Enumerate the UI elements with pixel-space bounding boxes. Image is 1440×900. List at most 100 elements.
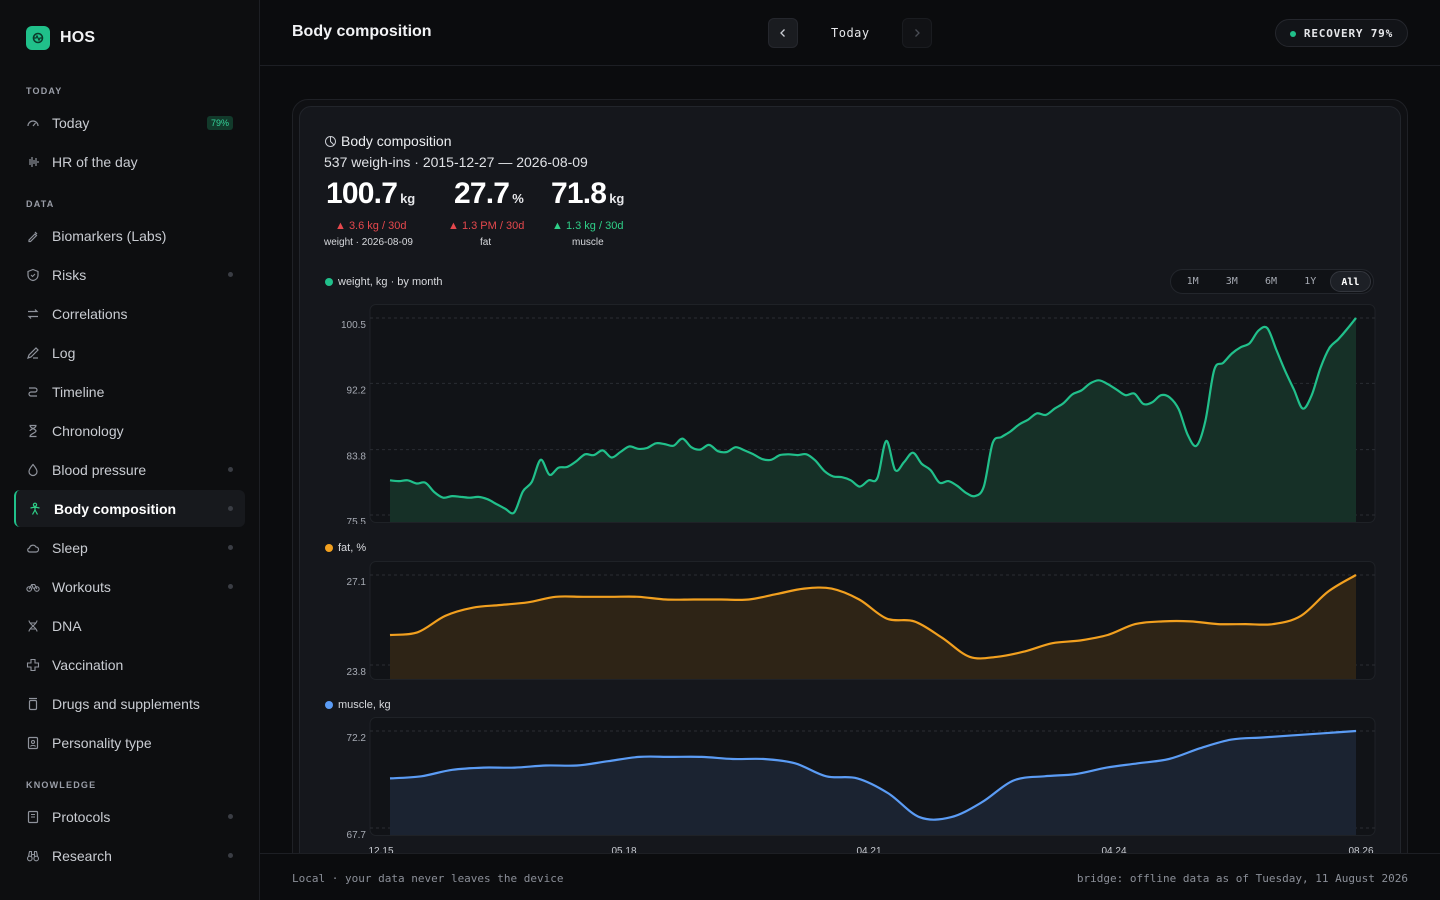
sidebar-item-label: Drugs and supplements	[52, 695, 200, 712]
range-option-1y[interactable]: 1Y	[1304, 276, 1317, 287]
sidebar-item-biomarkers-labs[interactable]: Biomarkers (Labs)	[14, 217, 245, 254]
muscle-series-area	[390, 731, 1356, 835]
sidebar-item-vaccination[interactable]: Vaccination	[14, 646, 245, 683]
sidebar-item-drugs-and-supplements[interactable]: Drugs and supplements	[14, 685, 245, 722]
stat-caption: muscle	[572, 237, 604, 248]
stat-delta: ▲ 3.6 kg / 30d	[335, 220, 407, 232]
prev-day-button[interactable]	[768, 18, 798, 48]
muscle-series-line	[389, 729, 1357, 821]
range-option-3m[interactable]: 3M	[1225, 276, 1238, 287]
range-option-6m[interactable]: 6M	[1264, 276, 1278, 287]
brand[interactable]: HOS	[26, 26, 95, 50]
sidebar-item-sleep[interactable]: Sleep	[14, 529, 245, 566]
x-tick-label: 12.15	[368, 846, 393, 857]
stat-caption: weight · 2026-08-09	[324, 237, 413, 248]
muscle-legend-label: muscle, kg	[338, 699, 391, 711]
status-dot-icon	[228, 467, 233, 472]
recovery-badge[interactable]: RECOVERY 79%	[1274, 19, 1408, 47]
book-icon	[26, 810, 40, 824]
person-icon	[28, 502, 42, 516]
x-tick-label: 08.26	[1348, 846, 1373, 857]
stat-value: 71.8	[551, 177, 607, 210]
range-option-1m[interactable]: 1M	[1186, 276, 1199, 287]
fat-legend-label: fat, %	[338, 542, 367, 554]
x-tick-label: 04.24	[1101, 846, 1126, 857]
sidebar-item-correlations[interactable]: Correlations	[14, 295, 245, 332]
stat-weight: 100.7 kg ▲ 3.6 kg / 30d weight · 2026-08-09	[324, 177, 415, 248]
sidebar-item-personality-type[interactable]: Personality type	[14, 724, 245, 761]
route-icon	[26, 385, 40, 399]
legend-dot-fat	[325, 544, 333, 552]
sidebar-item-label: Risks	[52, 266, 87, 283]
sidebar-item-label: Correlations	[52, 305, 128, 322]
y-tick-label: 100.5	[341, 320, 366, 331]
weight-legend: weight, kg · by month	[325, 276, 443, 288]
fat-legend: fat, %	[325, 542, 366, 554]
shield-icon	[26, 268, 40, 282]
next-day-button[interactable]	[902, 18, 932, 48]
sidebar-item-label: Timeline	[52, 383, 105, 400]
sidebar-item-label: Sleep	[52, 539, 88, 556]
app-name: HOS	[60, 29, 96, 46]
top-bar: Body composition Today RECOVERY 79%	[260, 0, 1440, 66]
y-tick-label: 67.7	[347, 830, 367, 841]
card-subtitle: 537 weigh-ins · 2015-12-27 — 2026-08-09	[324, 154, 588, 170]
sidebar-item-blood-pressure[interactable]: Blood pressure	[14, 451, 245, 488]
x-tick-label: 05.18	[611, 846, 636, 857]
waveform-icon	[26, 155, 40, 169]
sidebar-item-hr-of-the-day[interactable]: HR of the day	[14, 143, 245, 180]
fat-chart: 27.1 23.8	[347, 561, 1376, 680]
range-option-all[interactable]: All	[1329, 271, 1372, 292]
cross-icon	[26, 658, 40, 672]
sidebar-item-label: Protocols	[52, 808, 111, 825]
chevron-right-icon	[915, 29, 920, 37]
id-badge-icon	[26, 736, 40, 750]
x-tick-label: 04.21	[856, 846, 881, 857]
weight-series-area	[390, 318, 1356, 522]
sidebar-item-label: Chronology	[52, 422, 124, 439]
footer-privacy-note: Local · your data never leaves the devic…	[292, 872, 564, 885]
y-tick-label: 75.5	[347, 517, 367, 524]
sidebar-item-dna[interactable]: DNA	[14, 607, 245, 644]
legend-dot-weight	[325, 278, 333, 286]
status-dot-icon	[228, 545, 233, 550]
pie-chart-icon	[325, 135, 336, 147]
fat-series-area	[390, 575, 1356, 679]
arrows-swap-icon	[26, 307, 40, 321]
section-label-today: TODAY	[26, 86, 63, 96]
sidebar-item-body-composition[interactable]: Body composition	[14, 490, 245, 527]
footer: Local · your data never leaves the devic…	[260, 853, 1440, 900]
weight-chart: 100.5 92.2 83.8 75.5	[341, 304, 1376, 524]
sidebar-item-workouts[interactable]: Workouts	[14, 568, 245, 605]
legend-dot-muscle	[325, 701, 333, 709]
status-dot-icon	[1289, 31, 1296, 37]
status-dot-icon	[228, 814, 233, 819]
sidebar-item-today[interactable]: Today 79%	[14, 104, 245, 141]
stat-fat: 27.7% ▲ 1.3 PM / 30d fat	[448, 177, 524, 248]
status-dot-icon	[228, 506, 233, 511]
stat-caption: fat	[480, 237, 492, 248]
sidebar-item-label: Research	[52, 847, 112, 864]
date-label[interactable]: Today	[831, 26, 870, 40]
fat-series-line	[389, 574, 1357, 660]
page-title: Body composition	[292, 23, 432, 40]
sidebar-item-chronology[interactable]: Chronology	[14, 412, 245, 449]
sidebar-item-research[interactable]: Research	[14, 837, 245, 874]
sidebar-item-timeline[interactable]: Timeline	[14, 373, 245, 410]
muscle-chart: 72.2 67.712.15 05.18 04.21 04.24 08.26	[347, 717, 1376, 857]
pencil-icon	[26, 346, 40, 360]
stat-delta: ▲ 1.3 PM / 30d	[448, 220, 525, 232]
sidebar-item-label: Body composition	[54, 500, 177, 517]
sidebar-item-protocols[interactable]: Protocols	[14, 798, 245, 835]
sidebar-item-log[interactable]: Log	[14, 334, 245, 371]
sidebar-item-label: Biomarkers (Labs)	[52, 227, 167, 244]
weight-legend-label: weight, kg · by month	[338, 276, 443, 288]
dna-icon	[26, 619, 40, 633]
stat-value: 100.7	[326, 177, 398, 210]
sidebar-item-label: HR of the day	[52, 153, 138, 170]
sidebar-item-risks[interactable]: Risks	[14, 256, 245, 293]
stat-muscle: 71.8 kg ▲ 1.3 kg / 30d muscle	[551, 177, 624, 248]
droplet-icon	[26, 463, 40, 477]
sidebar: HOS TODAY Today 79% HR of the day DATA Biomar…	[0, 0, 260, 900]
app-logo-icon	[26, 26, 50, 50]
